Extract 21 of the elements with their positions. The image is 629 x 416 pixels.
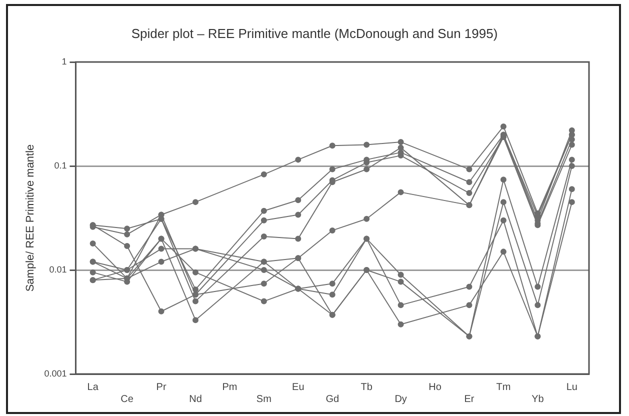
x-tick-label: Tm [496, 382, 511, 393]
y-tick-label: 0.1 [54, 160, 67, 170]
y-axis-title: Sample/ REE Primitive mantle [24, 144, 37, 292]
x-tick-label: Eu [292, 382, 304, 393]
x-tick-label: Lu [566, 382, 578, 393]
x-tick-label: Dy [394, 394, 407, 405]
y-tick-label: 1 [62, 56, 67, 66]
x-tick-label: Ho [428, 382, 442, 393]
x-tick-label: Pm [222, 382, 238, 393]
x-tick-label: Pr [156, 382, 167, 393]
y-tick-label: 0.01 [49, 264, 67, 274]
x-tick-label: Yb [532, 394, 544, 405]
x-tick-label: Tb [360, 382, 373, 393]
x-tick-label: Ce [120, 394, 134, 405]
x-tick-label: Nd [189, 394, 202, 405]
x-tick-label: Gd [326, 394, 340, 405]
chart-title: Spider plot – REE Primitive mantle (McDonough and Sun 1995) [130, 26, 499, 41]
x-tick-label: La [87, 382, 99, 393]
x-tick-label: Sm [256, 394, 272, 405]
x-tick-label: Er [464, 394, 475, 405]
y-tick-label: 0.001 [44, 368, 67, 378]
